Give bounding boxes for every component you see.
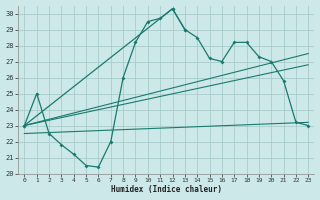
X-axis label: Humidex (Indice chaleur): Humidex (Indice chaleur) (111, 185, 222, 194)
